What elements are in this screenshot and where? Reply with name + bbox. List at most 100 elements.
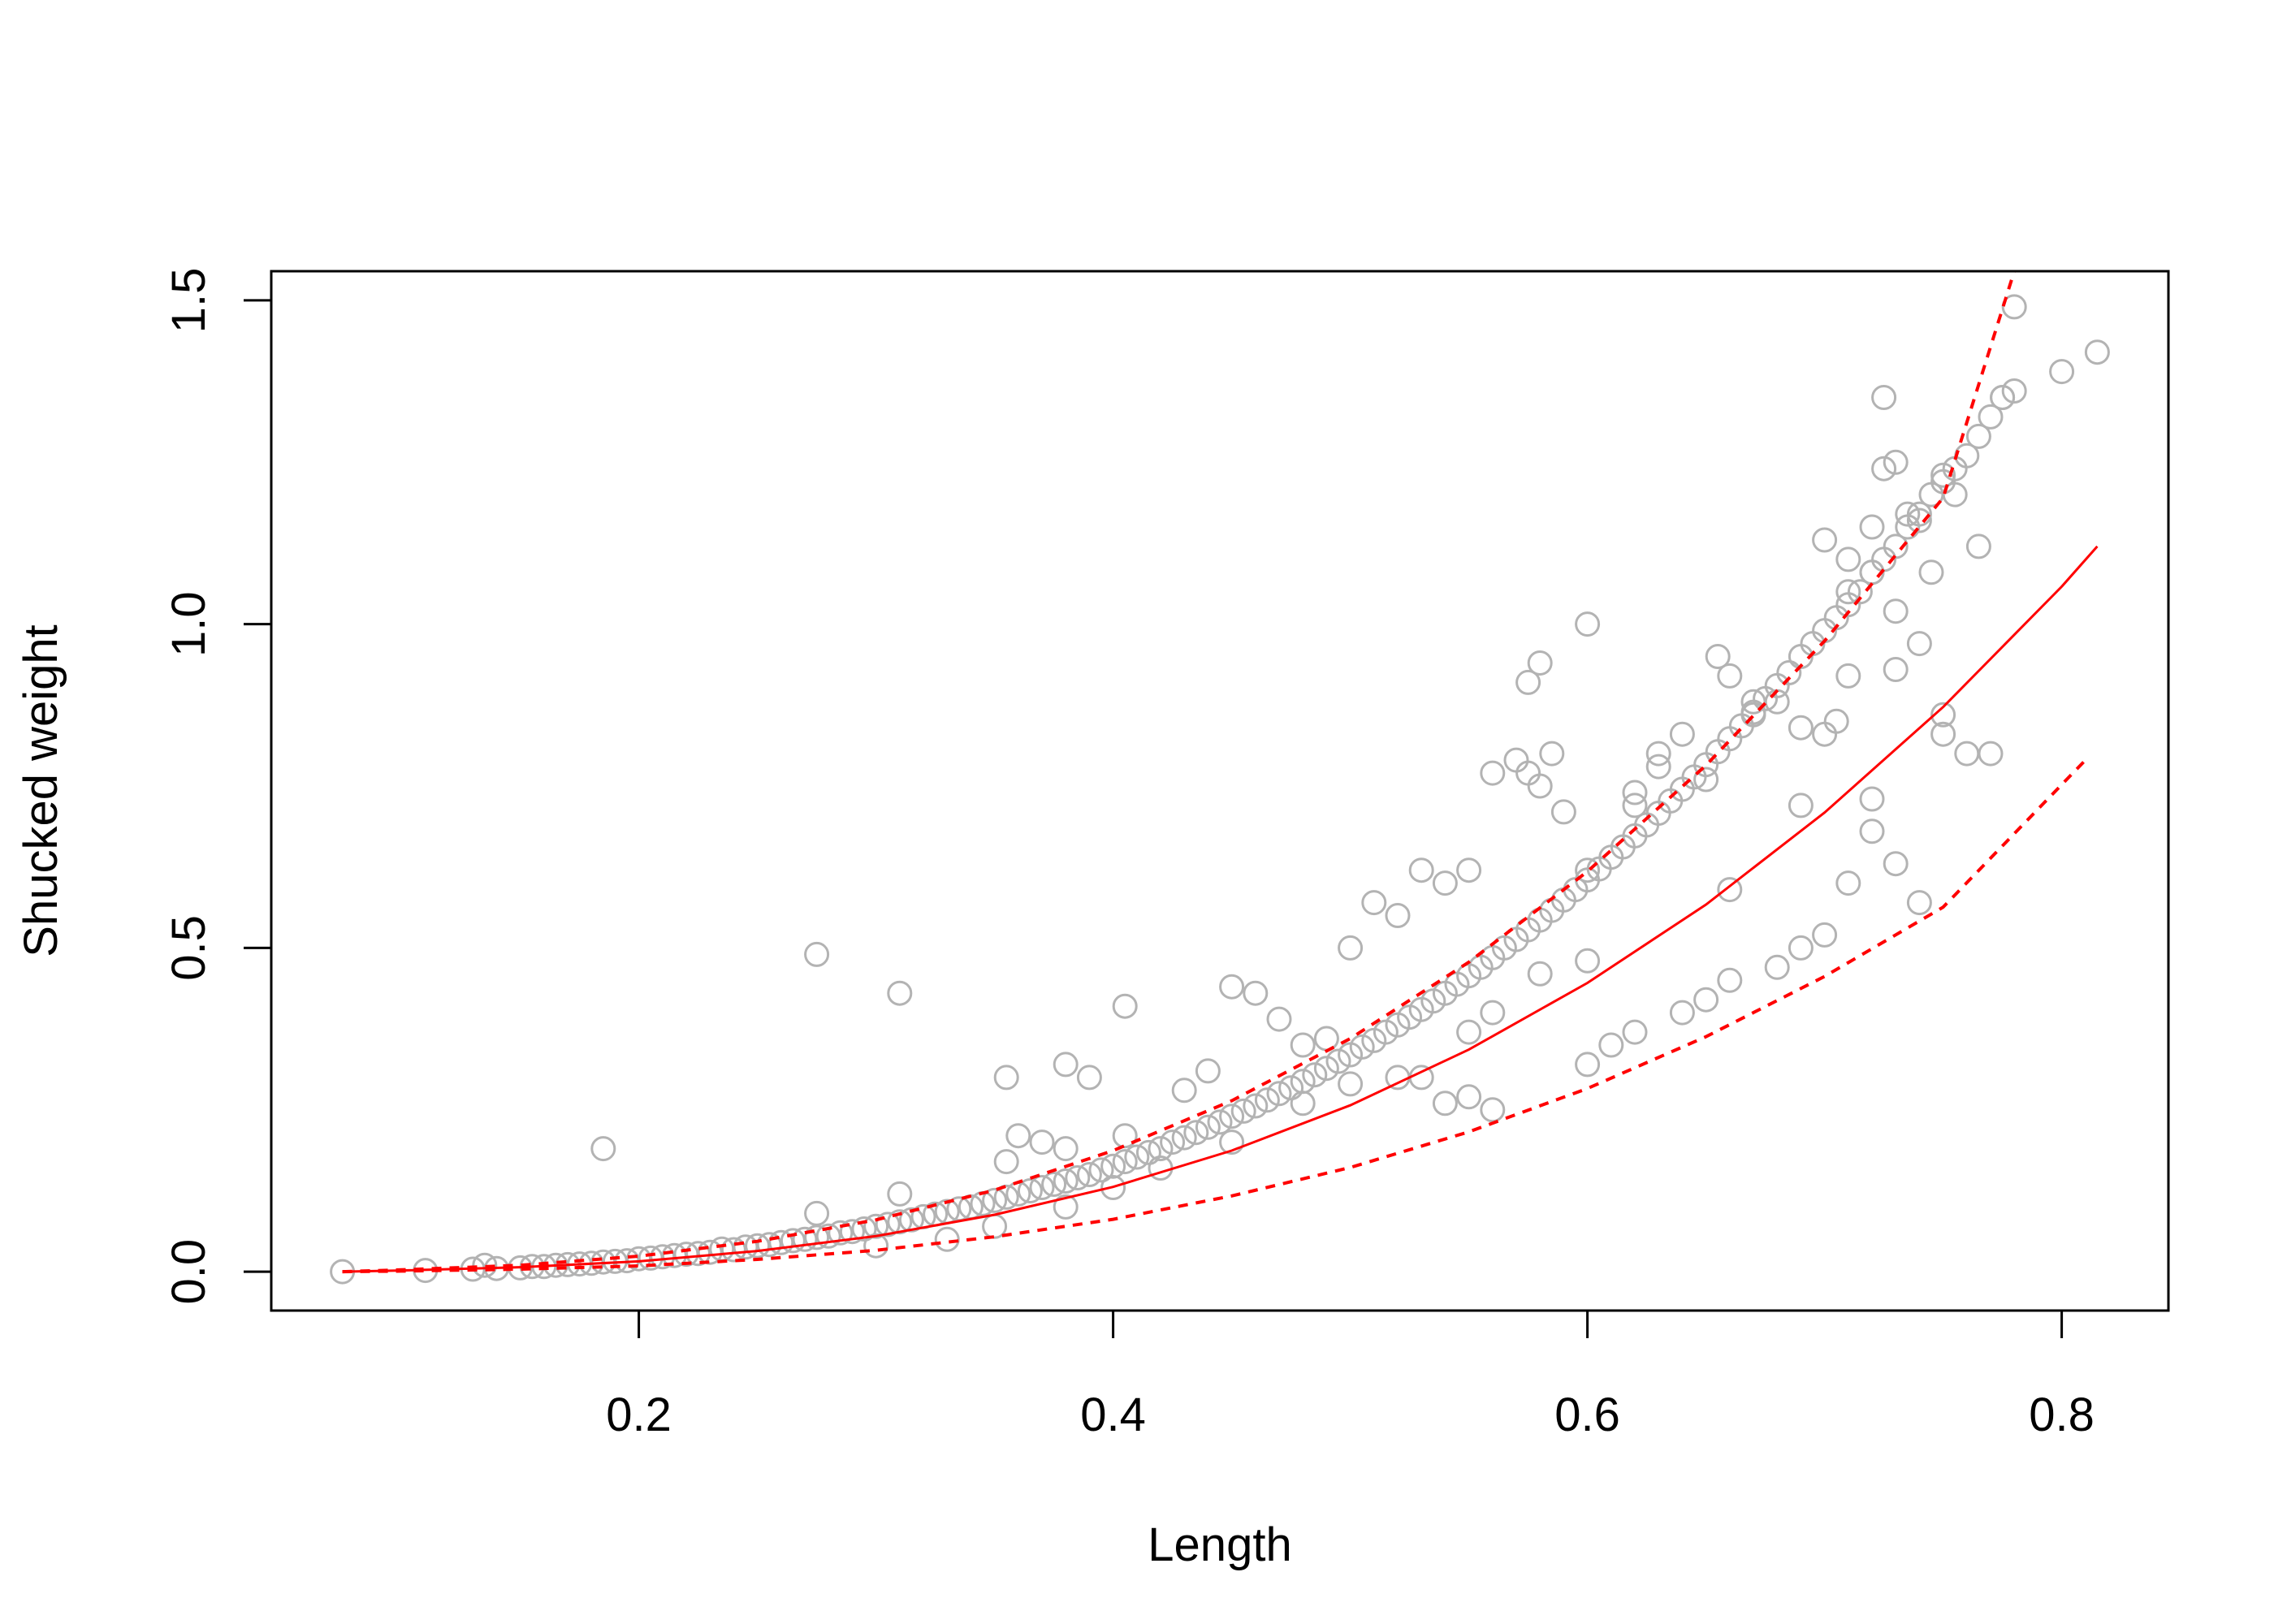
data-point [1029,1175,1055,1200]
data-point [1112,1149,1138,1175]
x-tick-label: 0.6 [1554,1389,1620,1441]
upper-band-line [342,271,2017,1274]
data-point [1622,1019,1648,1045]
data-point [1171,1078,1197,1104]
data-point [1645,741,1671,767]
data-point [1883,851,1909,877]
y-tick-label: 1.5 [162,268,215,334]
data-point [934,1226,960,1252]
data-point [1823,708,1849,734]
data-point [1965,533,1991,559]
data-point [1361,890,1387,916]
data-point [1693,987,1719,1013]
data-point [1076,1065,1102,1091]
data-point [863,1233,889,1259]
data-point [1385,903,1411,928]
data-point [1835,546,1861,572]
y-axis: 0.0 0.5 1.0 1.5 [162,268,273,1304]
data-point [1230,1098,1256,1124]
data-point [1883,657,1909,682]
data-point [1207,1109,1233,1135]
data-point [1183,1120,1209,1146]
data-point [1622,780,1648,806]
data-point [1456,1019,1482,1045]
data-point [1266,1006,1292,1032]
fit-line [342,545,2099,1273]
data-point [1550,799,1576,825]
data-point [1575,611,1601,637]
data-point [898,1207,924,1233]
data-point [1764,954,1790,980]
data-point [1480,1000,1506,1026]
data-point [756,1232,782,1258]
y-tick-label: 1.0 [162,591,215,657]
data-point [1302,1062,1328,1088]
data-point [1669,721,1695,747]
data-point [1148,1136,1174,1162]
data-point [1978,404,2004,430]
data-point [1776,660,1802,685]
fit-lines-layer [342,271,2099,1274]
data-point [1883,598,1909,624]
data-point [590,1136,616,1162]
data-point [650,1244,676,1270]
data-point [768,1229,794,1255]
data-point [1669,1000,1695,1026]
data-point [472,1252,498,1278]
data-point [1088,1157,1114,1183]
data-point [1432,1091,1458,1116]
data-point [1575,857,1601,883]
data-point [1883,449,1909,475]
data-point [851,1216,877,1242]
data-point [1041,1172,1067,1197]
data-point [1112,1123,1138,1149]
data-point [685,1241,711,1267]
data-point [1859,786,1885,812]
data-point [1859,514,1885,540]
data-point [1527,773,1553,799]
data-point [792,1226,818,1252]
data-point [1871,385,1897,410]
data-point [1053,1052,1079,1078]
data-point [1254,1087,1280,1113]
data-point [1160,1129,1186,1155]
data-point [1693,767,1719,793]
data-point [1219,1104,1245,1129]
data-point [1313,1056,1339,1082]
data-point [1065,1165,1091,1190]
data-point [1338,1071,1364,1097]
data-point [1883,533,1909,559]
data-point [993,1184,1019,1210]
data-point [1645,754,1671,780]
data-point [1539,741,1565,767]
data-point [875,1212,901,1237]
data-point [1243,1093,1269,1119]
data-point [1053,1136,1079,1162]
data-point [1017,1178,1043,1203]
data-point [1195,1058,1221,1084]
data-point [839,1219,865,1245]
data-point [804,941,830,967]
data-point [1243,980,1269,1006]
data-point [887,980,913,1006]
data-point [1906,508,1932,533]
data-point [1930,702,1956,728]
x-tick-label: 0.2 [606,1389,672,1441]
data-point [804,1200,830,1226]
data-point [1076,1162,1102,1187]
data-point [1598,1032,1624,1058]
data-point [1871,456,1897,482]
data-point [1325,1048,1351,1074]
data-point [1942,482,1968,508]
data-point [1290,1032,1316,1058]
data-point [1029,1129,1055,1155]
data-point [1100,1153,1126,1179]
data-point [1740,689,1766,715]
data-point [1100,1175,1126,1200]
data-point [1005,1123,1031,1149]
data-point [1847,579,1873,605]
data-point [1112,993,1138,1019]
data-point [1930,721,1956,747]
data-point [1124,1144,1150,1170]
data-point [1990,385,2016,410]
